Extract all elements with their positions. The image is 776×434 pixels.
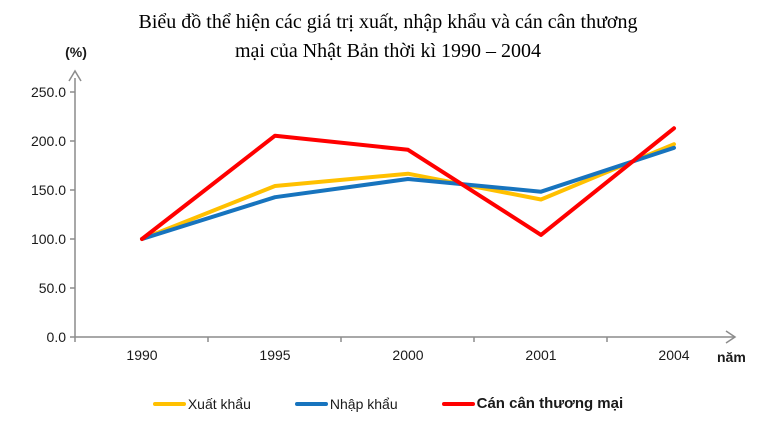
- y-tick-label: 150.0: [31, 182, 66, 198]
- y-axis-unit-label: (%): [65, 44, 87, 60]
- legend-item-xuat-khau: Xuất khẩu: [152, 395, 251, 412]
- chart-title: Biểu đồ thể hiện các giá trị xuất, nhập …: [0, 8, 776, 66]
- y-axis-arrow: [68, 69, 82, 82]
- chart-title-line-2: mại của Nhật Bản thời kì 1990 – 2004: [234, 40, 542, 62]
- x-tick-label: 1990: [126, 347, 157, 363]
- x-tick-label: 2004: [658, 347, 689, 363]
- series-line-0: [140, 142, 676, 241]
- y-tick-label: 200.0: [31, 133, 66, 149]
- x-axis-arrow: [725, 330, 737, 344]
- x-axis-label: năm: [717, 349, 746, 365]
- series-line-1: [140, 145, 676, 241]
- series-line-2: [140, 126, 676, 241]
- x-tick-label: 1995: [259, 347, 290, 363]
- legend-line-swatch-red: [441, 401, 475, 406]
- legend-item-can-can-thuong-mai: Cán cân thương mại: [441, 395, 624, 412]
- y-tick-label: 250.0: [31, 84, 66, 100]
- y-tick-label: 100.0: [31, 231, 66, 247]
- legend-item-nhap-khau: Nhập khẩu: [294, 395, 398, 412]
- legend-label: Cán cân thương mại: [476, 395, 624, 412]
- legend-label: Xuất khẩu: [187, 395, 251, 412]
- legend-label: Nhập khẩu: [329, 395, 398, 412]
- chart-legend: Xuất khẩu Nhập khẩu Cán cân thương mại: [0, 395, 776, 412]
- x-tick-label: 2000: [392, 347, 423, 363]
- x-tick-label: 2001: [525, 347, 556, 363]
- legend-line-swatch-blue: [294, 401, 328, 406]
- chart-title-line-1: Biểu đồ thể hiện các giá trị xuất, nhập …: [138, 11, 638, 33]
- y-tick-label: 50.0: [39, 280, 66, 296]
- legend-line-swatch-yellow: [152, 401, 186, 406]
- y-tick-label: 0.0: [47, 329, 67, 345]
